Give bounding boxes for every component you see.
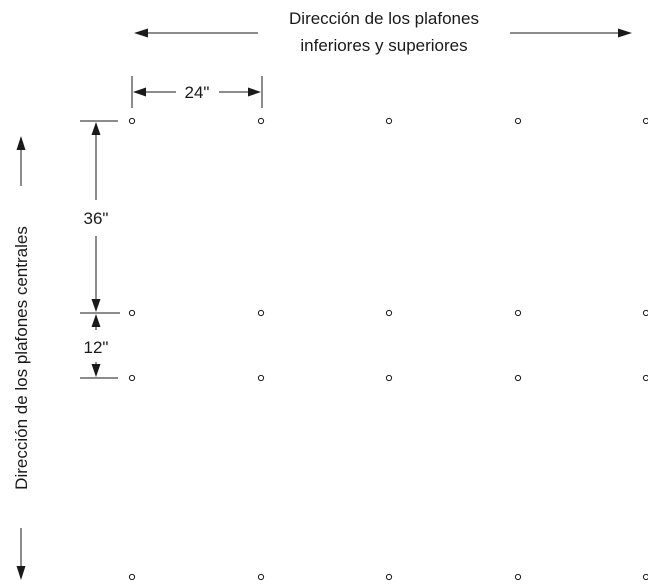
hanger-hole bbox=[385, 573, 393, 581]
hanger-hole bbox=[257, 309, 265, 317]
hanger-hole-grid bbox=[128, 117, 648, 581]
hanger-hole bbox=[642, 117, 648, 125]
top-direction-label-line2: inferiores y superiores bbox=[300, 36, 467, 55]
top-direction-arrow bbox=[134, 28, 632, 38]
hanger-hole bbox=[128, 573, 136, 581]
hanger-hole bbox=[128, 117, 136, 125]
hanger-hole bbox=[385, 309, 393, 317]
dimension-24-label: 24" bbox=[185, 83, 210, 102]
hanger-hole bbox=[257, 573, 265, 581]
hanger-hole bbox=[385, 374, 393, 382]
hanger-hole bbox=[128, 374, 136, 382]
side-direction-arrow bbox=[16, 136, 26, 580]
hanger-hole bbox=[514, 374, 522, 382]
hanger-hole bbox=[642, 374, 648, 382]
top-direction-label-line1: Dirección de los plafones bbox=[289, 9, 479, 28]
hanger-hole bbox=[514, 117, 522, 125]
dimension-12-label: 12" bbox=[84, 338, 109, 357]
hanger-hole bbox=[257, 117, 265, 125]
dimension-36-label: 36" bbox=[84, 209, 109, 228]
dimension-36 bbox=[80, 120, 120, 314]
hanger-hole bbox=[385, 117, 393, 125]
dimension-24 bbox=[131, 76, 263, 108]
hanger-hole bbox=[514, 309, 522, 317]
hanger-hole bbox=[257, 374, 265, 382]
hanger-hole bbox=[642, 573, 648, 581]
dimension-12 bbox=[80, 314, 118, 379]
hanger-hole bbox=[128, 309, 136, 317]
side-direction-label: Dirección de los plafones centrales bbox=[12, 226, 31, 490]
hanger-hole bbox=[642, 309, 648, 317]
hanger-hole bbox=[514, 573, 522, 581]
